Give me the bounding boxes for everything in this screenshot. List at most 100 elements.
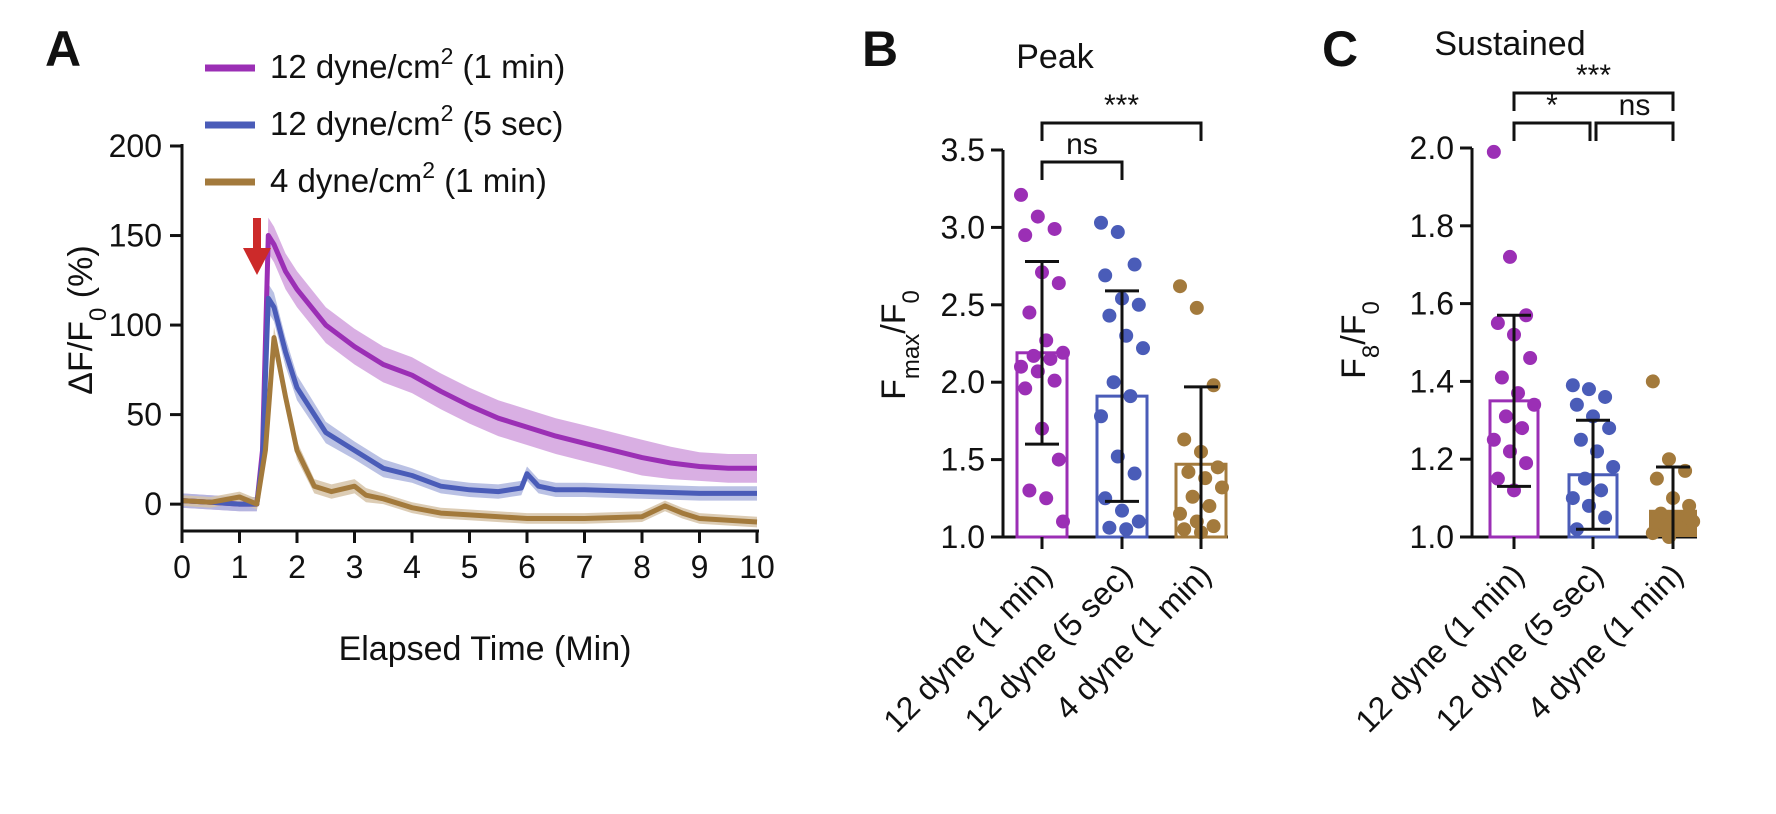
a-y-tick-label: 150 — [109, 218, 162, 254]
series-line-0 — [181, 233, 757, 507]
data-point — [1056, 514, 1070, 529]
data-point — [1594, 483, 1609, 498]
y-tick-label: 3.5 — [941, 132, 985, 168]
panel-a-x-axis-title: Elapsed Time (Min) — [339, 630, 632, 668]
data-point — [1202, 499, 1217, 514]
data-point — [1661, 452, 1676, 467]
data-point — [1051, 452, 1066, 467]
significance-bracket-2 — [1512, 91, 1675, 111]
data-point — [1206, 519, 1221, 534]
data-point — [1519, 456, 1534, 471]
data-point — [1098, 268, 1113, 283]
data-point — [1102, 520, 1117, 535]
panel-b-content: 1.01.52.02.53.03.512 dyne (1 min)12 dyne… — [876, 89, 1229, 739]
significance-bracket-1 — [1594, 121, 1675, 141]
data-point — [1177, 522, 1192, 537]
data-point — [1598, 510, 1613, 525]
data-point — [1606, 459, 1621, 474]
panel-b-title: Peak — [1016, 38, 1094, 76]
panel-a-y-axis-title: ΔF/F0 (%) — [62, 245, 112, 394]
panel-a-series-lines — [181, 233, 758, 525]
panel-b-chart: Peak Fmax/F0 1.01.52.02.53.03.512 dyne (… — [875, 38, 1229, 739]
data-point — [1014, 359, 1028, 374]
data-point — [1131, 297, 1146, 312]
a-x-tick-label: 1 — [231, 549, 249, 585]
y-tick-label: 1.2 — [1410, 441, 1454, 477]
data-point — [1565, 378, 1580, 393]
a-x-tick-label: 6 — [518, 549, 536, 585]
data-point — [1115, 503, 1129, 518]
data-point — [1127, 466, 1142, 481]
y-tick-label: 1.4 — [1410, 363, 1454, 399]
a-x-tick-label: 10 — [739, 549, 775, 585]
panel-letter-a: A — [45, 21, 81, 77]
data-point — [1119, 522, 1134, 537]
significance-bracket-0 — [1512, 121, 1592, 141]
data-point — [1649, 471, 1664, 486]
a-y-tick-label: 100 — [109, 307, 162, 343]
data-point — [1047, 373, 1062, 388]
data-point — [1674, 522, 1689, 537]
data-point — [1185, 489, 1200, 504]
data-point — [1127, 257, 1142, 272]
significance-label-0: * — [1546, 89, 1558, 122]
data-point — [1490, 471, 1505, 486]
data-point — [1686, 514, 1701, 529]
y-tick-label: 3.0 — [941, 209, 985, 245]
data-point — [1022, 483, 1037, 498]
error-band-series-0 — [182, 217, 757, 512]
data-point — [1598, 389, 1613, 404]
panel-letter-b: B — [862, 21, 898, 77]
data-point — [1515, 421, 1530, 436]
data-point — [1181, 464, 1196, 479]
legend-entry-0: 12 dyne/cm2 (1 min) — [270, 43, 565, 85]
data-point — [1602, 421, 1617, 436]
data-point — [1018, 228, 1033, 243]
a-ylabel-main: ΔF/F — [62, 321, 100, 395]
data-point — [1039, 491, 1054, 506]
a-x-tick-label: 8 — [633, 549, 651, 585]
data-point — [1645, 526, 1660, 541]
data-point — [1527, 397, 1542, 412]
data-point — [1565, 491, 1580, 506]
data-point — [1106, 375, 1121, 390]
panel-c-chart: Sustained F8/F0 1.01.21.41.61.82.012 dyn… — [1335, 25, 1701, 739]
panel-c-title: Sustained — [1434, 25, 1585, 63]
a-x-tick-label: 7 — [576, 549, 594, 585]
data-point — [1094, 215, 1108, 230]
data-point — [1177, 432, 1192, 447]
data-point — [1494, 370, 1509, 385]
c-ylabel-sub: 8 — [1358, 345, 1385, 358]
c-ylabel-mid: /F — [1335, 315, 1373, 345]
data-point — [1136, 341, 1150, 356]
data-point — [1056, 345, 1070, 360]
y-tick-label: 1.8 — [1410, 208, 1454, 244]
data-point — [1123, 389, 1138, 404]
a-x-tick-label: 4 — [403, 549, 421, 585]
a-ylabel-tail: (%) — [62, 245, 100, 307]
data-point — [1173, 506, 1187, 521]
stimulus-arrow-icon — [243, 218, 271, 275]
data-point — [1047, 221, 1062, 236]
significance-bracket-0 — [1040, 160, 1124, 180]
data-point — [1098, 491, 1113, 506]
y-tick-label: 1.6 — [1410, 286, 1454, 322]
y-tick-label: 2.0 — [1410, 130, 1454, 166]
data-point — [1189, 300, 1204, 315]
panel-c-y-axis-title: F8/F0 — [1335, 301, 1385, 379]
data-point — [1210, 460, 1225, 475]
significance-bracket-1 — [1040, 121, 1203, 141]
significance-label-2: *** — [1576, 59, 1611, 92]
a-x-tick-label: 9 — [691, 549, 709, 585]
data-point — [1014, 187, 1028, 202]
c-ylabel-sub2: 0 — [1358, 301, 1385, 314]
data-point — [1030, 209, 1045, 224]
data-point — [1523, 351, 1538, 366]
data-point — [1043, 351, 1058, 366]
a-x-tick-label: 5 — [461, 549, 479, 585]
data-point — [1569, 397, 1584, 412]
data-point — [1206, 378, 1221, 393]
a-x-tick-label: 0 — [173, 549, 191, 585]
